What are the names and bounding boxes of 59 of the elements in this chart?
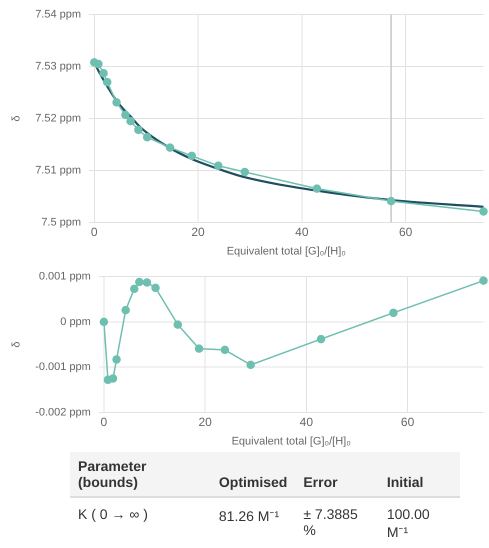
y-tick-label: -0.002 ppm xyxy=(35,406,91,418)
point xyxy=(240,168,250,176)
point xyxy=(479,276,488,285)
point xyxy=(94,60,103,68)
text: 100.00 M⁻¹ xyxy=(378,497,460,548)
text: Parameter (bounds) xyxy=(70,452,211,497)
point xyxy=(389,308,398,318)
x-axis-title: Equivalent total [G]₀/[H]₀ xyxy=(226,245,346,258)
point xyxy=(312,184,322,193)
text: ± 7.3885 % xyxy=(295,497,379,548)
x-tick-label: 40 xyxy=(295,224,309,239)
point xyxy=(188,152,196,160)
text: K ( 0 → ∞ ) xyxy=(70,497,211,548)
y-tick-label: 7.52 ppm xyxy=(35,112,82,125)
point xyxy=(100,318,108,326)
x-tick-label: 40 xyxy=(300,414,314,429)
point xyxy=(316,334,326,344)
point xyxy=(130,284,139,294)
text: Initial xyxy=(378,452,460,497)
y-tick-label: 0.001 ppm xyxy=(38,270,91,283)
x-tick-label: 0 xyxy=(100,414,108,429)
point xyxy=(151,284,160,292)
point xyxy=(134,126,143,134)
y-tick-label: 0 ppm xyxy=(60,316,91,328)
point xyxy=(479,207,488,216)
point xyxy=(102,78,112,86)
point xyxy=(142,132,152,142)
point xyxy=(220,346,230,354)
text: Optimised xyxy=(210,452,296,497)
y-tick-label: 7.54 ppm xyxy=(35,8,82,21)
text: 81.26 M⁻¹ xyxy=(210,497,296,548)
point xyxy=(108,374,118,383)
y-tick-label: -0.001 ppm xyxy=(35,361,91,374)
point xyxy=(112,355,121,364)
point xyxy=(126,116,135,126)
x-tick-label: 0 xyxy=(90,224,98,239)
point xyxy=(135,278,144,286)
text: Error xyxy=(295,452,379,497)
point xyxy=(174,320,182,329)
x-tick-label: 60 xyxy=(400,414,415,429)
point xyxy=(142,278,152,287)
x-tick-label: 60 xyxy=(398,224,413,239)
y-axis-title: δ xyxy=(10,115,23,122)
y-tick-label: 7.5 ppm xyxy=(41,216,82,228)
y-tick-label: 7.51 ppm xyxy=(35,164,82,176)
point xyxy=(112,98,121,107)
x-tick-label: 20 xyxy=(198,414,212,429)
point xyxy=(121,110,130,120)
point xyxy=(166,143,174,152)
point xyxy=(214,162,223,170)
point xyxy=(386,196,396,206)
point xyxy=(194,344,204,353)
y-axis-title: δ xyxy=(10,341,23,348)
point xyxy=(121,306,130,314)
x-tick-label: 20 xyxy=(191,224,206,239)
x-axis-title: Equivalent total [G]₀/[H]₀ xyxy=(232,435,351,448)
point xyxy=(246,360,255,370)
y-tick-label: 7.53 ppm xyxy=(35,60,82,73)
point xyxy=(99,69,108,78)
